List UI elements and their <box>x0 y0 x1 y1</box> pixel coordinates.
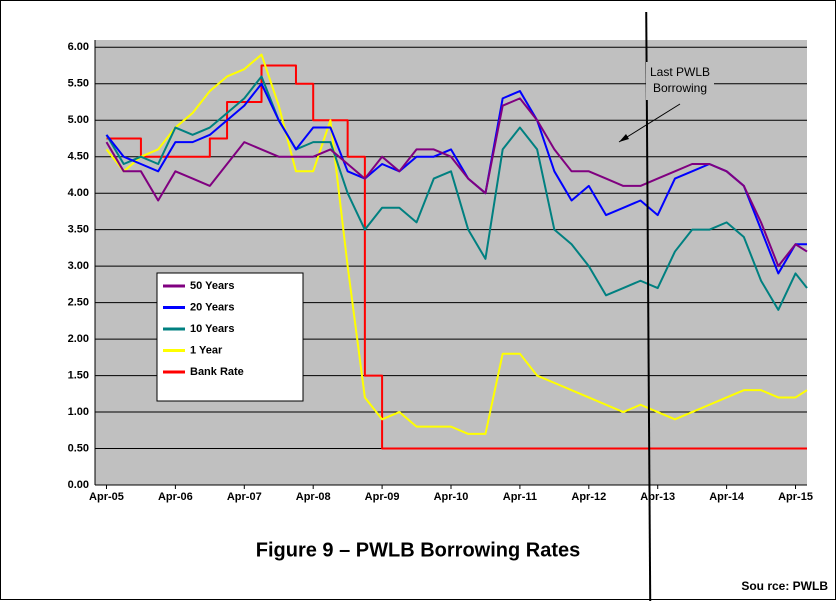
series-line <box>105 97 808 268</box>
annotation-box <box>646 62 714 100</box>
legend-label: 10 Years <box>190 323 234 335</box>
y-tick-label: 2.50 <box>68 297 89 309</box>
annotation-arrow <box>618 103 681 143</box>
y-tick-label: 4.00 <box>68 187 89 199</box>
series-line <box>106 64 807 450</box>
y-tick-label: 0.50 <box>68 442 89 454</box>
series-line <box>105 75 808 311</box>
legend-label: 20 Years <box>190 301 234 313</box>
legend-label: 50 Years <box>190 280 234 292</box>
source: Sou rce: PWLB <box>741 579 828 593</box>
y-tick-label: 5.50 <box>68 78 89 90</box>
y-tick-label: 6.00 <box>68 41 89 53</box>
y-tick-label: 3.50 <box>68 224 89 236</box>
x-tick-label: Apr-14 <box>709 491 745 503</box>
x-tick-label: Apr-10 <box>434 491 469 503</box>
y-tick-label: 2.00 <box>68 333 89 345</box>
annotation-arrowhead <box>619 134 629 142</box>
series-line <box>105 82 807 275</box>
x-tick-label: Apr-15 <box>778 491 813 503</box>
y-tick-label: 5.00 <box>68 114 89 126</box>
x-tick-label: Apr-05 <box>89 491 124 503</box>
legend-label: 1 Year <box>190 344 223 356</box>
y-tick-label: 4.50 <box>68 151 89 163</box>
plot-area <box>95 40 807 485</box>
x-tick-label: Apr-11 <box>503 491 537 503</box>
x-tick-label: Apr-06 <box>158 491 193 503</box>
y-tick-label: 1.00 <box>68 406 89 418</box>
y-tick-label: 0.00 <box>68 479 89 491</box>
legend-box <box>156 272 304 402</box>
annotation-text: Borrowing <box>653 81 707 95</box>
annotation-line <box>645 11 652 602</box>
series-line <box>105 53 808 435</box>
x-tick-label: Apr-13 <box>640 491 675 503</box>
annotation-text: Last PWLB <box>650 65 710 79</box>
x-tick-label: Apr-09 <box>365 491 400 503</box>
x-tick-label: Apr-08 <box>296 491 331 503</box>
legend-label: Bank Rate <box>190 366 244 378</box>
y-tick-label: 1.50 <box>68 369 89 381</box>
x-tick-label: Apr-07 <box>227 491 262 503</box>
chart-title: Figure 9 – PWLB Borrowing Rates <box>256 539 580 561</box>
y-tick-label: 3.00 <box>68 260 89 272</box>
x-tick-label: Apr-12 <box>571 491 606 503</box>
